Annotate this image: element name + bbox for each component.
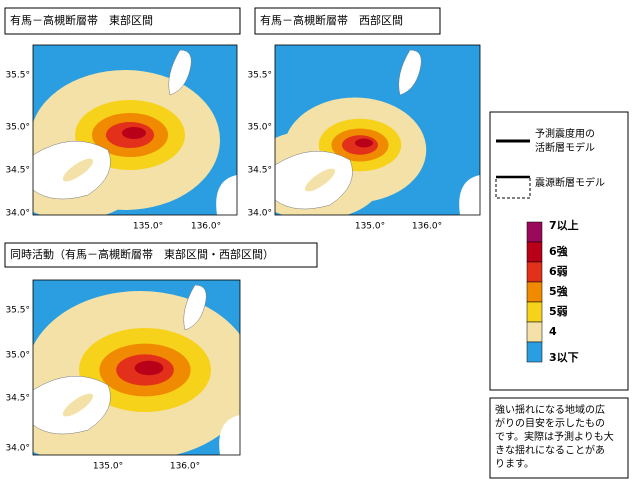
map [33, 45, 237, 215]
scale-label: 4 [549, 325, 557, 338]
map-frame [32, 279, 241, 456]
title-box [4, 242, 318, 268]
map-frame [32, 44, 238, 216]
y-tick-label: 34.0° [247, 209, 272, 219]
y-tick-label: 34.5° [5, 394, 30, 404]
scale-label: 6強 [549, 244, 568, 258]
awaji [62, 393, 94, 417]
x-tick-label: 135.0° [355, 222, 385, 232]
scale-swatch [526, 221, 543, 243]
scale-label: 6弱 [549, 265, 568, 278]
y-tick-label: 35.0° [5, 351, 30, 361]
x-tick-label: 136.0° [170, 462, 200, 472]
legend-text: 予測震度用の [535, 127, 595, 140]
awaji [304, 168, 336, 192]
scale-swatch [526, 281, 543, 303]
x-tick-label: 135.0° [93, 462, 123, 472]
scale-swatch [526, 261, 543, 283]
intensity-6u [134, 360, 164, 376]
legend-text: 震源断層モデル [535, 176, 605, 189]
note-text: がりの目安を示したもの [495, 417, 605, 430]
y-tick-label: 35.5° [247, 71, 272, 81]
map-frame [274, 44, 481, 216]
scale-swatch [526, 241, 543, 263]
y-tick-label: 35.0° [5, 123, 30, 133]
ise-bay [216, 175, 237, 215]
scale-label: 5強 [549, 284, 568, 298]
lake-biwa [183, 284, 207, 331]
panel-title: 有馬－高槻断層帯 西部区間 [260, 13, 403, 27]
y-tick-label: 34.0° [5, 444, 30, 454]
map [33, 280, 240, 455]
scale-swatch [526, 341, 543, 363]
map [275, 45, 480, 215]
scale-label: 7以上 [549, 218, 579, 232]
y-tick-label: 35.5° [5, 306, 30, 316]
note-box [489, 397, 629, 479]
awaji [62, 158, 94, 182]
y-tick-label: 35.5° [5, 71, 30, 81]
note-text: です。実際は予測よりも大 [495, 430, 614, 443]
x-tick-label: 136.0° [191, 222, 221, 232]
y-tick-label: 34.0° [5, 209, 30, 219]
title-box [4, 7, 241, 35]
legend-text: 活断層モデル [535, 141, 595, 154]
panel-title: 同時活動（有馬－高槻断層帯 東部区間・西部区間） [10, 247, 274, 261]
lake-biwa [168, 49, 192, 96]
y-tick-label: 35.0° [247, 123, 272, 133]
intensity-6u [122, 127, 146, 139]
panel-title: 有馬－高槻断層帯 東部区間 [10, 13, 153, 27]
scale-swatch [526, 321, 543, 343]
title-box [254, 7, 441, 35]
ise-bay [459, 175, 480, 215]
x-tick-label: 135.0° [133, 222, 163, 232]
ise-bay [219, 415, 240, 455]
scale-swatch [526, 301, 543, 323]
note-text: 強い揺れになる地域の広 [495, 403, 605, 416]
note-text: ります。 [495, 458, 534, 470]
y-tick-label: 34.5° [247, 166, 272, 176]
x-tick-label: 136.0° [412, 222, 442, 232]
lake-biwa [398, 49, 422, 96]
intensity-6u [355, 138, 373, 148]
legend-box [489, 111, 629, 391]
scale-label: 3以下 [549, 351, 579, 364]
y-tick-label: 34.5° [5, 166, 30, 176]
note-text: きな揺れになることがあ [495, 444, 605, 457]
scale-label: 5弱 [549, 305, 568, 318]
